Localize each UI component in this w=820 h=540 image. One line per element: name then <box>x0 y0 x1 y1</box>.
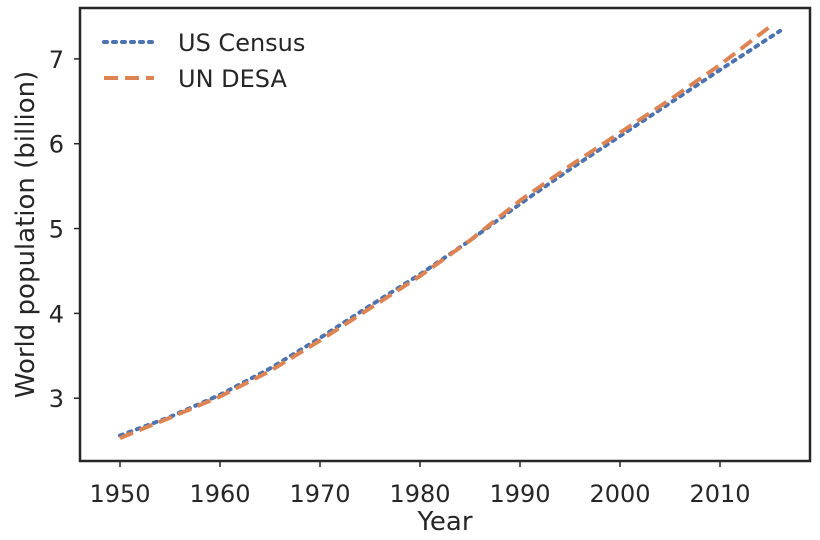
x-tick-label: 1950 <box>89 480 150 508</box>
series-line-un-desa <box>119 25 772 440</box>
x-tick-label: 1980 <box>389 480 450 508</box>
legend-item: US Census <box>102 29 305 57</box>
x-tick-label: 1960 <box>189 480 250 508</box>
x-axis-ticks: 1950 1960 1970 1980 1990 2000 2010 <box>89 461 751 508</box>
legend-item: UN DESA <box>104 65 287 93</box>
x-tick-label: 1990 <box>489 480 550 508</box>
y-tick-label: 3 <box>49 385 64 413</box>
x-tick-label: 1970 <box>289 480 350 508</box>
legend-label: US Census <box>178 29 305 57</box>
y-axis-ticks: 3 4 5 6 7 <box>49 46 80 413</box>
y-tick-label: 5 <box>49 216 64 244</box>
legend: US Census UN DESA <box>102 29 305 93</box>
legend-label: UN DESA <box>178 65 287 93</box>
x-tick-label: 2010 <box>689 480 750 508</box>
plot-frame <box>78 6 812 463</box>
series-lines <box>118 25 782 440</box>
x-tick-label: 2000 <box>589 480 650 508</box>
y-tick-label: 6 <box>49 131 64 159</box>
x-axis-label: Year <box>416 507 472 536</box>
y-tick-label: 7 <box>49 46 64 74</box>
y-axis-label: World population (billion) <box>11 71 41 398</box>
y-tick-label: 4 <box>49 300 64 328</box>
